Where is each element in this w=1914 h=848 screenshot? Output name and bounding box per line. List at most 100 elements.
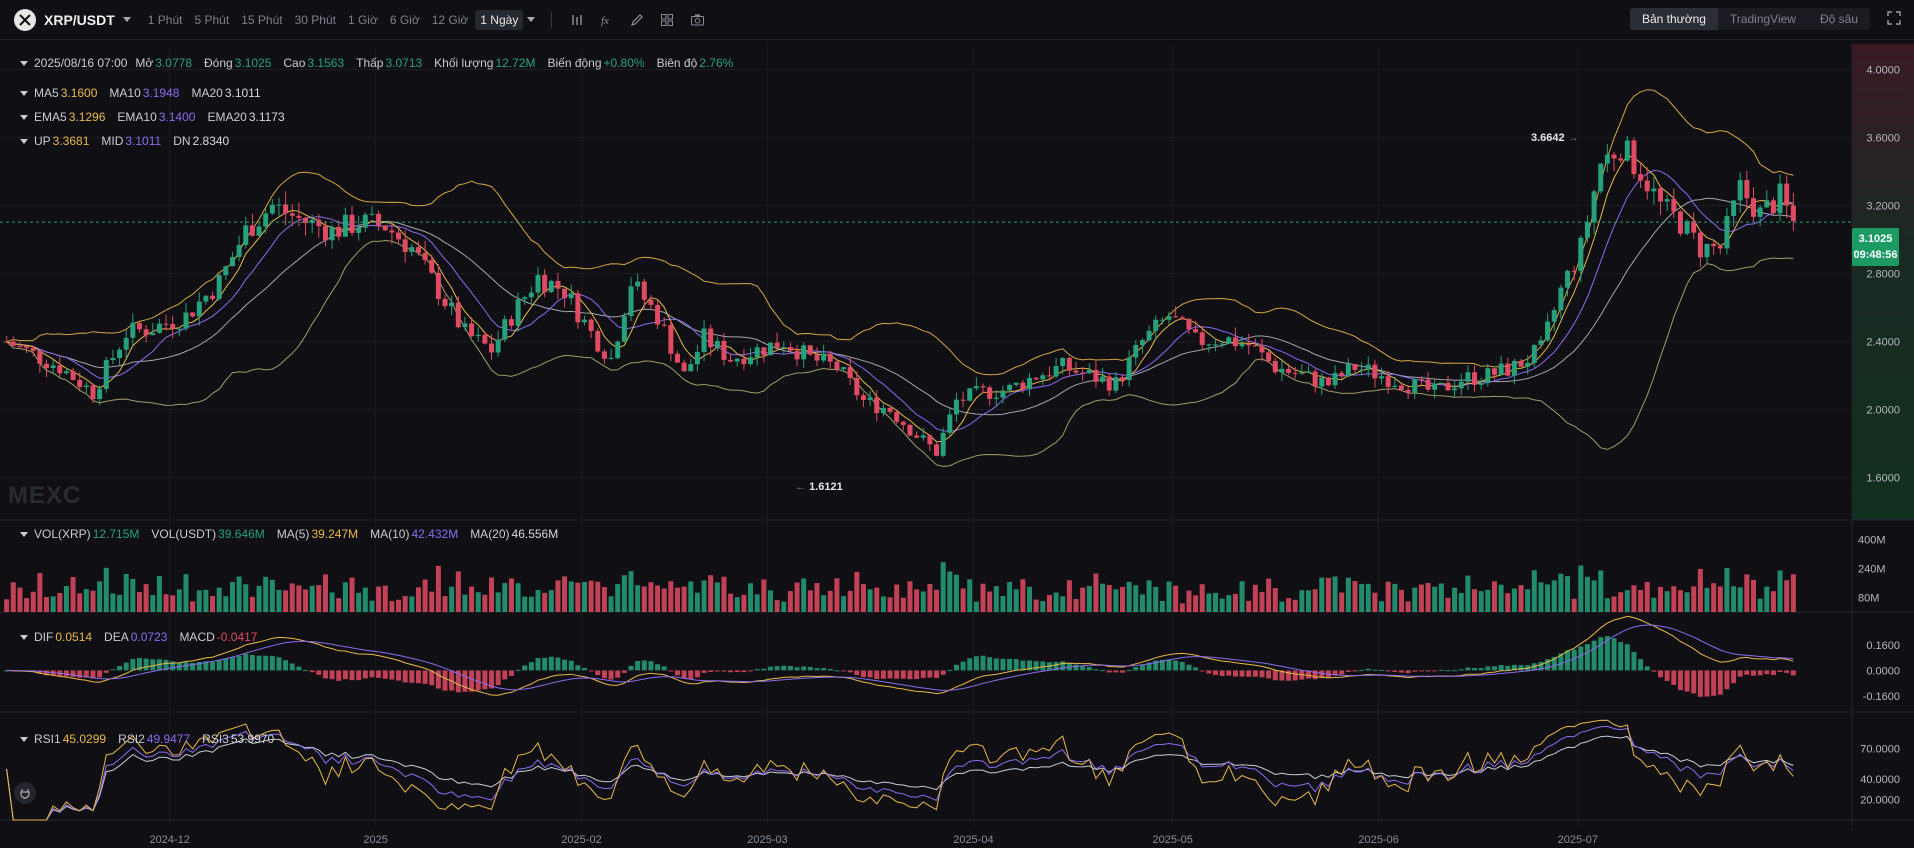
candle-body [409, 247, 415, 252]
macd-histogram-bar [595, 670, 601, 676]
candle-body [1120, 377, 1126, 381]
macd-histogram-bar [1000, 658, 1006, 671]
timeframe-5[interactable]: 6 Giờ [389, 12, 420, 27]
timeframe-6[interactable]: 12 Giờ [431, 12, 469, 27]
timeframe-7[interactable]: 1 Ngày [475, 9, 524, 30]
price-tick-label-1: 3.6000 [1866, 133, 1900, 145]
timeframe-2[interactable]: 15 Phút [241, 12, 283, 27]
candle-body [1060, 357, 1066, 367]
volume-bar [1286, 598, 1292, 612]
volume-bar [847, 590, 853, 612]
candle-body [1232, 337, 1238, 347]
macd-histogram-bar [362, 670, 368, 679]
volume-bar [874, 587, 880, 612]
candlestick-chart[interactable]: 4.0000 3.6000 3.2000 2.8000 2.4000 2.0000 1.60… [0, 40, 1914, 848]
macd-histogram-bar [1671, 670, 1677, 685]
function-icon[interactable]: fx [592, 8, 622, 32]
candle-body [920, 435, 926, 438]
macd-histogram-bar [1505, 665, 1511, 671]
macd-histogram-bar [734, 670, 740, 672]
volume-bar [1591, 580, 1597, 612]
macd-histogram-bar [562, 659, 568, 671]
chevron-down-icon[interactable] [122, 17, 131, 22]
fullscreen-icon[interactable] [1886, 10, 1902, 29]
boll-mid-value: 3.1011 [125, 134, 162, 148]
candle-body [1013, 382, 1019, 385]
macd-histogram-bar [190, 662, 196, 671]
candle-body [1000, 390, 1006, 398]
candle-body [336, 226, 342, 237]
macd-histogram-bar [223, 658, 229, 671]
macd-histogram-bar [1644, 666, 1650, 671]
macd-histogram-bar [329, 670, 335, 680]
volume-toggle-icon[interactable] [20, 531, 28, 537]
volume-bar [1206, 593, 1212, 612]
view-depth-button[interactable]: Độ sâu [1819, 12, 1858, 26]
boll-upper-line [6, 89, 1794, 376]
volume-bar [508, 578, 514, 612]
volume-bar [289, 583, 295, 612]
macd-histogram-bar [1106, 670, 1112, 673]
indicator-bars-icon[interactable] [562, 8, 592, 32]
rsi-tick-label-0: 70.0000 [1860, 744, 1900, 756]
timeframe-3[interactable]: 30 Phút [294, 12, 336, 27]
candle-body [767, 342, 773, 356]
timeframe-0[interactable]: 1 Phút [147, 12, 183, 27]
macd-histogram-bar [1206, 670, 1212, 674]
candle-body [515, 299, 521, 326]
macd-histogram-bar [342, 670, 348, 680]
volume-bar [1292, 599, 1298, 612]
ema-toggle-icon[interactable] [20, 114, 28, 120]
ma-toggle-icon[interactable] [20, 90, 28, 96]
vol-xrp-label: VOL(XRP) [34, 527, 91, 541]
volume-bar [615, 584, 621, 612]
macd-histogram-bar [97, 670, 103, 678]
candle-body [827, 353, 833, 362]
candle-body [1611, 154, 1617, 159]
volume-bar [176, 589, 182, 612]
candle-body [1591, 191, 1597, 223]
symbol-selector[interactable]: XRP/USDT [44, 11, 115, 28]
plugin-icon[interactable] [14, 782, 36, 804]
candle-body [1545, 321, 1551, 341]
timeframe-4[interactable]: 1 Giờ [347, 12, 378, 27]
volume-bar [714, 582, 720, 612]
camera-icon[interactable] [682, 8, 712, 32]
macd-toggle-icon[interactable] [20, 634, 28, 640]
volume-bar [907, 581, 913, 612]
timeframe-1[interactable]: 5 Phút [194, 12, 230, 27]
macd-histogram-bar [276, 657, 282, 671]
macd-histogram-bar [1691, 670, 1697, 694]
candle-body [1784, 183, 1790, 206]
view-standard-button[interactable]: Bản thường [1629, 8, 1718, 30]
volume-bar [1737, 587, 1743, 612]
view-tradingview-button[interactable]: TradingView [1729, 12, 1796, 26]
macd-histogram-bar [993, 658, 999, 671]
volume-bar [880, 596, 886, 612]
rsi-toggle-icon[interactable] [20, 736, 28, 742]
volume-bar [688, 581, 694, 612]
volume-bar [495, 592, 501, 612]
candle-body [1558, 287, 1564, 311]
volume-bar [1472, 589, 1478, 612]
collapse-toggle-icon[interactable] [20, 60, 28, 66]
candle-body [1239, 343, 1245, 347]
volume-bar [243, 584, 249, 612]
macd-histogram-bar [1711, 670, 1717, 696]
volume-bar [402, 596, 408, 612]
volume-bar [1226, 595, 1232, 612]
volume-bar [1027, 586, 1033, 612]
pencil-icon[interactable] [622, 8, 652, 32]
macd-histogram-bar [1478, 668, 1484, 671]
candle-body [183, 312, 189, 329]
timeframe-dropdown-icon[interactable] [527, 17, 536, 22]
volume-bar [1073, 599, 1079, 612]
grid-icon[interactable] [652, 8, 682, 32]
volume-bar [1232, 593, 1238, 612]
boll-toggle-icon[interactable] [20, 138, 28, 144]
candle-body [369, 213, 375, 215]
volume-bar [821, 595, 827, 612]
volume-bar [661, 588, 667, 612]
volume-bar [156, 576, 162, 612]
candle-body [422, 252, 428, 260]
